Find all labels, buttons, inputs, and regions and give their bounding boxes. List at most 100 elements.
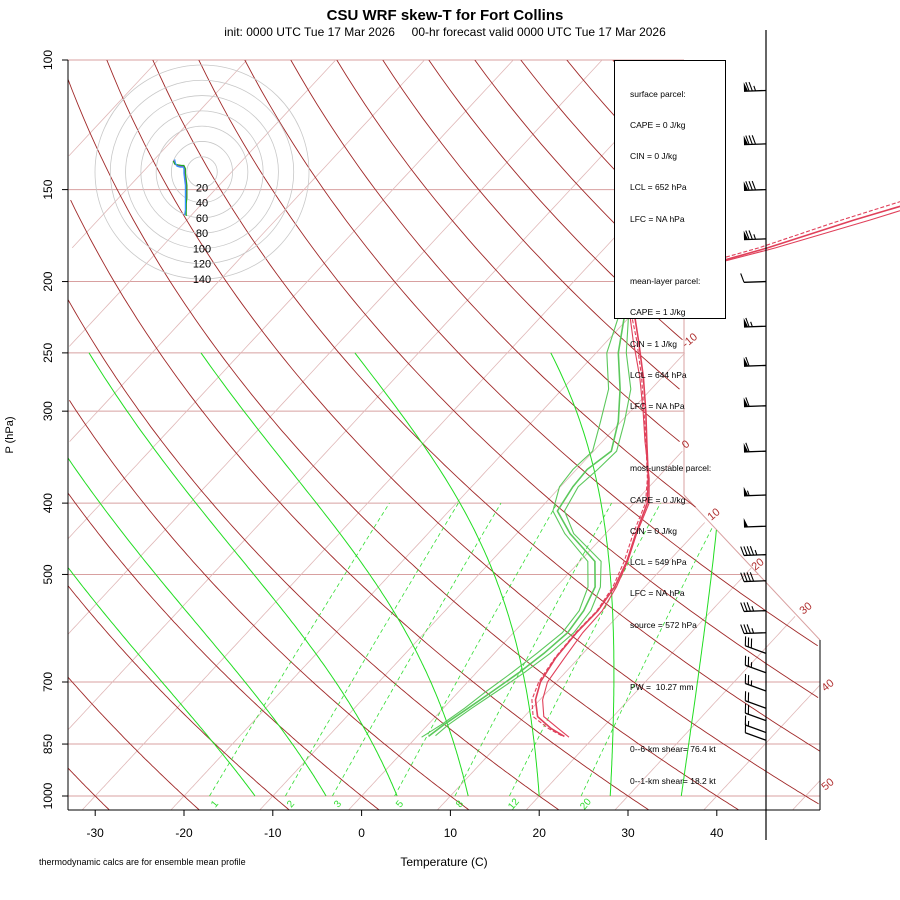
mixing-ratio-3 <box>332 502 502 797</box>
isotherm--60 <box>68 60 514 540</box>
isotherm--10 <box>259 352 686 810</box>
wind-barb-full <box>745 230 750 240</box>
isotherm-40 <box>703 684 820 810</box>
wind-barb-full <box>745 356 750 367</box>
dry-adiabat-100 <box>336 60 680 442</box>
shear-0-6km: 0--6-km shear= 76.4 kt <box>630 744 716 755</box>
wind-barb-full <box>746 624 751 634</box>
wind-barb <box>743 180 767 192</box>
moist-adiabat-label: 3 <box>332 798 344 810</box>
wind-barb-flag <box>743 397 749 407</box>
isotherm-label: 20 <box>750 556 767 573</box>
wind-barb-full <box>746 546 751 556</box>
x-tick-label: -30 <box>87 826 105 840</box>
mixing-ratio-2 <box>285 502 459 797</box>
profile-lines <box>421 201 900 738</box>
hodograph-ring-label: 60 <box>196 213 208 225</box>
hodograph-ring-label: 140 <box>193 274 211 286</box>
y-tick-label: 1000 <box>41 782 55 809</box>
wind-barb-shaft <box>743 610 767 613</box>
wind-barb-full <box>740 602 745 612</box>
dewpoint-line <box>421 289 627 738</box>
wind-barb-full <box>743 572 748 582</box>
hodograph-ring-40 <box>171 141 233 203</box>
x-tick-label: 30 <box>621 826 635 840</box>
wind-barb-shaft <box>743 450 767 453</box>
wind-barbs <box>740 30 767 840</box>
isotherm--50 <box>68 60 603 635</box>
isotherm-50 <box>792 779 820 810</box>
wind-barb <box>743 442 767 453</box>
wind-barb-full <box>746 602 751 612</box>
moist-adiabat-label: 8 <box>454 798 466 810</box>
mixing-ratio-1 <box>209 502 390 797</box>
dry-adiabat-70 <box>198 60 819 698</box>
region-edge-diag <box>683 494 821 641</box>
footnote: thermodynamic calcs are for ensemble mea… <box>39 857 246 867</box>
wind-barb <box>740 546 767 557</box>
wind-barb-full <box>748 230 753 240</box>
wind-barb-shaft <box>745 724 767 734</box>
wind-barb <box>744 723 767 741</box>
moist-adiabat-12 <box>200 352 469 797</box>
wind-barb-full <box>751 180 757 191</box>
most-unstable-lcl: LCL = 549 hPa <box>630 557 687 568</box>
hodograph-trace <box>172 160 188 216</box>
wind-barb-flag <box>743 230 749 240</box>
wind-barb <box>744 691 767 709</box>
isotherm-lines <box>68 60 820 810</box>
y-tick-label: 500 <box>41 564 55 584</box>
most-unstable-source: source = 572 hPa <box>630 619 697 630</box>
parcel-info-box: surface parcel: CAPE = 0 J/kg CIN = 0 J/… <box>614 60 726 786</box>
y-tick-label: 100 <box>41 50 55 70</box>
wind-barb-full <box>745 81 750 92</box>
wind-barb-shaft <box>743 580 767 583</box>
mean-layer-lfc: LFC = NA hPa <box>630 400 685 411</box>
wind-barb-flag <box>743 442 749 452</box>
moist-adiabat--4 <box>68 457 327 797</box>
dry-adiabat-50 <box>106 60 819 805</box>
wind-barb-flag <box>743 318 749 327</box>
moist-adiabat-lines <box>68 352 717 797</box>
wind-barb <box>744 673 767 692</box>
wind-barb-full <box>745 442 750 452</box>
x-tick-label: -20 <box>175 826 193 840</box>
dry-adiabat-40 <box>68 78 740 810</box>
hodograph-ring-label: 80 <box>196 228 208 240</box>
y-tick-label: 200 <box>41 271 55 291</box>
wind-barb <box>740 273 767 283</box>
wind-barb-shaft <box>745 664 767 674</box>
shear-0-1km: 0--1-km shear= 18.2 kt <box>630 775 716 786</box>
wind-barb-full <box>751 135 757 145</box>
dry-adiabat-0 <box>68 492 380 810</box>
dewpoint-line <box>428 289 633 738</box>
isotherm--70 <box>69 60 425 442</box>
dry-adiabat--10 <box>68 585 290 810</box>
wind-barb-flag <box>743 518 749 528</box>
wind-barb-full <box>745 181 750 191</box>
wind-barb-flag <box>743 357 749 367</box>
wind-barb <box>740 602 767 613</box>
mixing-ratio-20 <box>580 526 714 797</box>
x-axis-label: Temperature (C) <box>400 855 487 869</box>
wind-barb-flag <box>743 82 749 92</box>
hodograph-ring-100 <box>125 95 279 249</box>
most-unstable-cin: CIN = 0 J/kg <box>630 525 678 536</box>
surface-cape: CAPE = 0 J/kg <box>630 120 686 131</box>
wind-barb-full <box>745 397 750 407</box>
x-tick-label: 20 <box>533 826 547 840</box>
moist-adiabat-label: 2 <box>285 798 297 810</box>
dry-adiabat-60 <box>152 60 820 752</box>
wind-barb <box>743 135 767 146</box>
wind-barb-half <box>751 605 755 612</box>
hodograph-ring-label: 20 <box>196 182 208 194</box>
hodograph-inset: 20 40 60 80 100 120 140 <box>94 64 310 286</box>
mean-layer-cin: CIN = 1 J/kg <box>630 338 678 349</box>
moist-adiabat--12 <box>68 567 256 797</box>
wind-barb-shaft <box>743 494 767 497</box>
wind-barb-half <box>753 85 757 92</box>
wind-barb-shaft <box>743 554 767 557</box>
surface-header: surface parcel: <box>630 88 686 99</box>
isotherm--90 <box>71 60 248 249</box>
